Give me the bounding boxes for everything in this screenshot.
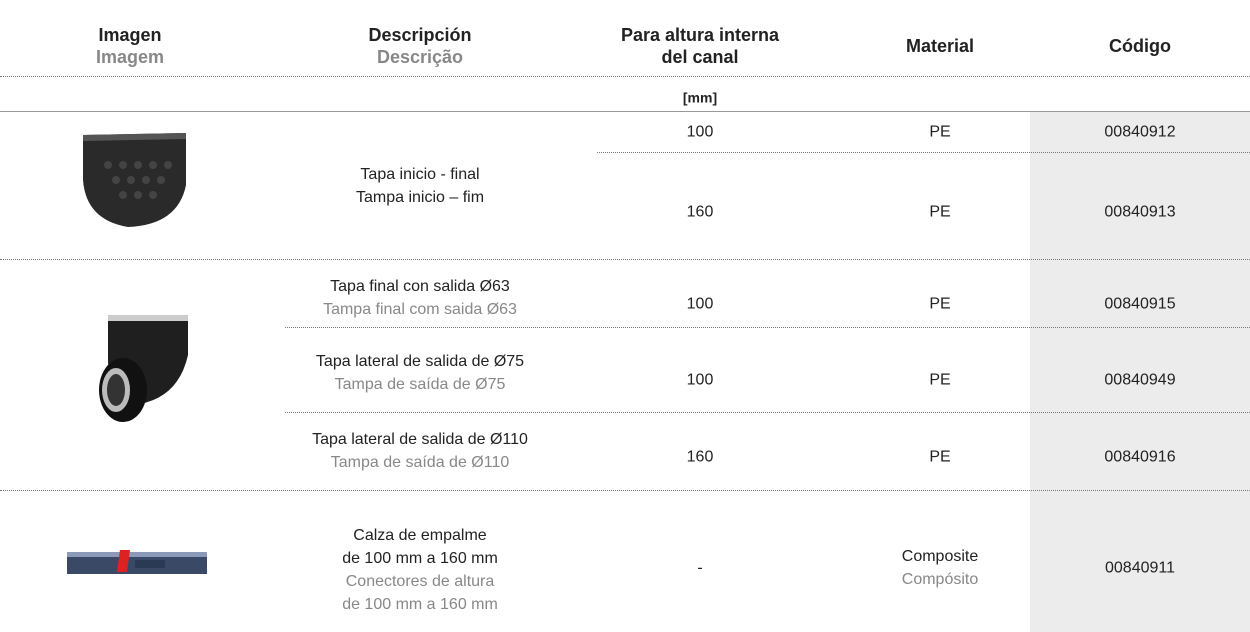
- header-cell: Para altura interna del canal: [620, 25, 780, 67]
- desc-es: Tapa final con salida Ø63: [330, 278, 510, 295]
- code: 00840915: [1104, 295, 1176, 313]
- divider: [285, 412, 1250, 413]
- material: PE: [929, 448, 951, 466]
- unit: [mm]: [682, 89, 718, 106]
- code: 00840916: [1104, 448, 1176, 466]
- desc-pt: Tampa inicio – fim: [355, 189, 485, 206]
- desc-es: de 100 mm a 160 mm: [342, 550, 498, 567]
- height: 100: [686, 371, 714, 389]
- description: Tapa final con salida Ø63 Tampa final com…: [323, 275, 517, 321]
- description: Tapa lateral de salida de Ø110 Tampa de s…: [312, 428, 528, 474]
- description: Tapa inicio - final Tampa inicio – fim: [356, 163, 484, 209]
- desc-pt: Tampa final com saida Ø63: [323, 301, 517, 318]
- material: PE: [929, 203, 951, 221]
- divider: [597, 152, 1250, 153]
- desc-es: Tapa lateral de salida de Ø75: [315, 353, 525, 370]
- height: 160: [686, 448, 714, 466]
- height: 100: [686, 123, 714, 141]
- desc-pt: Tampa de saída de Ø110: [330, 454, 510, 471]
- material: Composite Compósito: [902, 545, 978, 591]
- description: Tapa lateral de salida de Ø75 Tampa de sa…: [316, 350, 524, 396]
- height: 160: [686, 203, 714, 221]
- product-image: [99, 315, 188, 422]
- code: 00840913: [1104, 203, 1176, 221]
- header-pt: Imagem: [95, 47, 165, 67]
- material: PE: [929, 123, 951, 141]
- product-image: [67, 550, 207, 574]
- height: -: [697, 559, 703, 577]
- desc-es: Tapa inicio - final: [360, 166, 480, 183]
- material-pt: Compósito: [901, 571, 979, 588]
- desc-pt: de 100 mm a 160 mm: [342, 596, 498, 613]
- description: Calza de empalme de 100 mm a 160 mm Conect…: [342, 524, 498, 616]
- header-es: Imagen: [98, 25, 162, 45]
- desc-es: Tapa lateral de salida de Ø110: [312, 431, 528, 448]
- header-cell: Imagen Imagem: [96, 24, 164, 68]
- header-cell: Descripción Descrição: [368, 24, 471, 68]
- code: 00840911: [1105, 559, 1175, 577]
- product-image: [83, 133, 186, 227]
- divider: [0, 259, 1250, 260]
- header-cell: Material: [905, 36, 975, 56]
- divider: [0, 111, 1250, 112]
- header-cell: Código: [1109, 36, 1171, 56]
- desc-pt: Tampa de saída de Ø75: [334, 376, 506, 393]
- desc-es: Calza de empalme: [353, 527, 487, 544]
- code-column-bg: [1030, 112, 1250, 632]
- code: 00840912: [1104, 123, 1176, 141]
- divider: [0, 76, 1250, 77]
- material: PE: [929, 371, 951, 389]
- material-es: Composite: [901, 548, 979, 565]
- divider: [0, 490, 1250, 491]
- code: 00840949: [1104, 371, 1176, 389]
- desc-pt: Conectores de altura: [345, 573, 495, 590]
- header-pt: Descrição: [376, 47, 464, 67]
- height: 100: [686, 295, 714, 313]
- divider: [285, 327, 1250, 328]
- header-es: Descripción: [368, 25, 472, 45]
- material: PE: [929, 295, 951, 313]
